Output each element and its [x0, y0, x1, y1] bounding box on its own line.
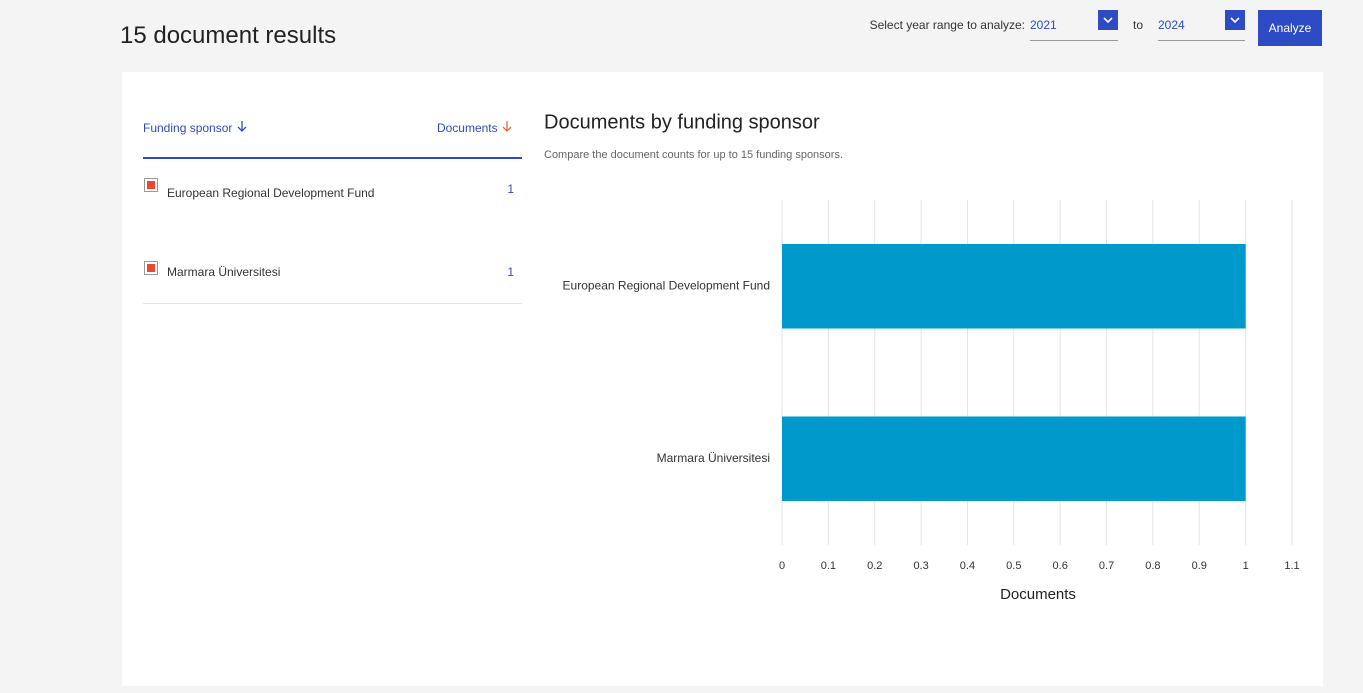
sort-arrow	[502, 121, 512, 132]
bar	[782, 243, 1246, 329]
chart-subtitle: Compare the document counts for up to 15…	[544, 149, 843, 161]
to-year: 2024	[1158, 18, 1185, 32]
header-text: Documents	[436, 121, 498, 135]
chevron	[1225, 10, 1245, 30]
from-select[interactable]: 2021	[1030, 10, 1118, 41]
x-tick-label: 0.1	[821, 560, 836, 572]
y-tick-label: Marmara Üniversitesi	[657, 451, 770, 465]
doc-count[interactable]: 1	[507, 182, 514, 196]
chevron	[1098, 10, 1118, 30]
to-select[interactable]: 2024	[1158, 10, 1245, 41]
sponsor-header[interactable]: Funding sponsor	[143, 120, 248, 135]
x-tick-label: 0.8	[1145, 560, 1160, 572]
x-tick-label: 0.5	[1006, 560, 1021, 572]
doc-count[interactable]: 1	[507, 265, 514, 279]
x-axis-title: Documents	[1000, 586, 1076, 603]
sort-arrow	[237, 121, 247, 132]
results-title: 15 document results	[120, 22, 337, 49]
header-text: Funding sponsor	[143, 121, 233, 135]
checkbox[interactable]	[144, 178, 158, 192]
x-tick-label: 0.6	[1053, 560, 1068, 572]
header-underline	[143, 157, 522, 159]
documents-header[interactable]: Documents	[437, 120, 513, 135]
bar	[782, 416, 1246, 502]
x-tick-label: 0.7	[1099, 560, 1114, 572]
checkbox[interactable]	[144, 261, 158, 275]
x-tick-label: 1.1	[1284, 560, 1299, 572]
x-tick-label: 0.2	[867, 560, 882, 572]
x-tick-label: 0	[779, 560, 785, 572]
x-tick-label: 0.9	[1192, 560, 1207, 572]
y-tick-label: European Regional Development Fund	[563, 278, 770, 292]
analyze-button[interactable]: Analyze	[1258, 10, 1322, 46]
x-tick-label: 0.4	[960, 560, 975, 572]
x-tick-label: 0.3	[913, 560, 928, 572]
panel	[122, 72, 1323, 686]
sponsor-name: Marmara Üniversitesi	[167, 265, 281, 279]
to-label: to	[1133, 18, 1144, 32]
row-divider	[143, 303, 522, 304]
from-year: 2021	[1030, 18, 1057, 32]
chart-title: Documents by funding sponsor	[544, 111, 820, 133]
range-label: Select year range to analyze:	[869, 18, 1025, 32]
sponsor-name: European Regional Development Fund	[167, 186, 375, 200]
x-tick-label: 1	[1243, 560, 1249, 572]
